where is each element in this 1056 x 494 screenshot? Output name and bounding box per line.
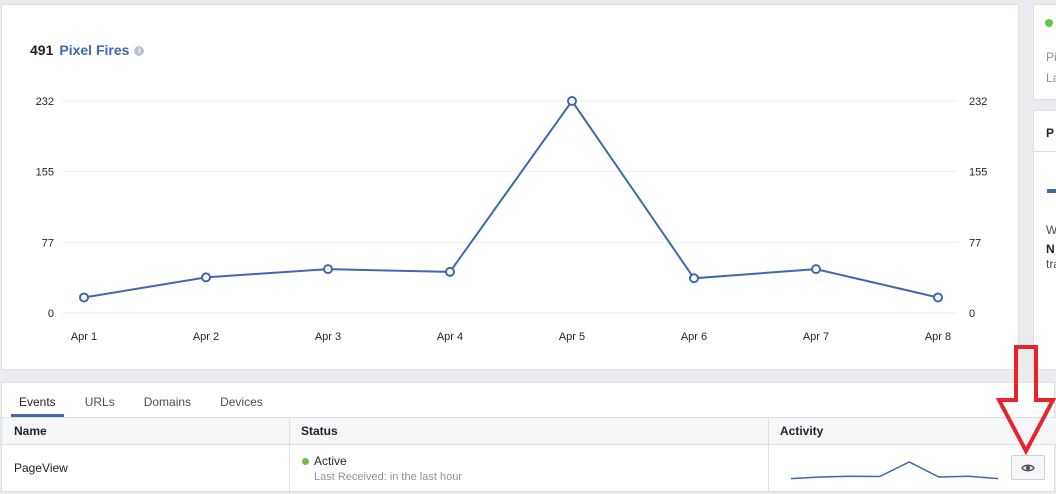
table-header: Name Status Activity: [2, 417, 1056, 445]
side-panel-line-3: tra: [1046, 257, 1056, 271]
tab-devices[interactable]: Devices: [220, 395, 263, 409]
pixel-fires-label[interactable]: Pixel Fires: [59, 42, 130, 58]
x-tick-label: Apr 4: [437, 331, 463, 343]
y-tick-label-left: 155: [36, 166, 54, 178]
data-point: [567, 96, 577, 106]
data-point: [689, 273, 699, 284]
table-row[interactable]: PageView Active Last Received: in the la…: [2, 445, 1056, 491]
red-down-arrow-icon: [996, 345, 1056, 455]
x-tick-label: Apr 2: [193, 331, 219, 343]
y-tick-label-right: 0: [969, 308, 975, 320]
data-point: [811, 264, 821, 275]
y-tick-label-left: 232: [36, 96, 54, 108]
data-point: [323, 264, 333, 275]
data-point: [201, 272, 211, 283]
column-header-name[interactable]: Name: [14, 424, 47, 438]
activity-sparkline: [790, 461, 999, 480]
event-status: Active Last Received: in the last hour: [302, 454, 462, 483]
status-panel-line-2: La: [1046, 71, 1056, 85]
x-tick-label: Apr 3: [315, 331, 341, 343]
pixel-fires-header: 491 Pixel Fires i: [30, 42, 145, 58]
data-point: [445, 266, 455, 277]
side-panel-line-1: W: [1046, 223, 1056, 237]
events-table-panel: Events URLs Domains Devices Name Status …: [1, 382, 1056, 493]
data-point: [933, 292, 943, 303]
data-point: [79, 292, 89, 303]
tab-domains[interactable]: Domains: [143, 395, 192, 409]
column-divider: [768, 417, 769, 493]
column-header-status[interactable]: Status: [301, 424, 338, 438]
side-info-panel: P W N tra: [1033, 110, 1056, 370]
event-name: PageView: [14, 461, 68, 475]
side-panel-progress-bar: [1047, 189, 1056, 193]
tab-urls[interactable]: URLs: [84, 395, 115, 409]
column-divider: [289, 417, 290, 493]
view-details-button[interactable]: [1011, 455, 1045, 480]
pixel-fires-series-line: [83, 99, 939, 299]
pixel-fires-count: 491: [30, 42, 54, 58]
pixel-fires-chart-panel: 0 0 77 77 155 155 232 232 Apr 1 Apr 2 Apr 3 Apr 4 Ap…: [1, 4, 1019, 370]
status-text: Active: [314, 454, 347, 468]
side-panel-title: P: [1046, 126, 1055, 140]
activity-sparkline-line: [790, 461, 999, 480]
side-panel-divider: [1034, 151, 1056, 152]
y-tick-label-right: 77: [969, 238, 981, 250]
y-tick-label-left: 0: [48, 308, 54, 320]
column-header-activity[interactable]: Activity: [780, 424, 824, 438]
pixel-status-panel: Pi La: [1033, 4, 1056, 100]
x-tick-label: Apr 8: [925, 331, 951, 343]
info-icon[interactable]: i: [134, 45, 145, 56]
x-tick-label: Apr 6: [681, 331, 707, 343]
active-status-dot-icon: [302, 457, 309, 465]
eye-icon: [1021, 464, 1035, 471]
table-tabs: Events URLs Domains Devices: [11, 383, 284, 417]
x-tick-label: Apr 7: [803, 331, 829, 343]
status-dot-icon: [1045, 19, 1053, 27]
side-panel-line-2: N: [1046, 242, 1055, 256]
pixel-fires-chart: 0 0 77 77 155 155 232 232 Apr 1 Apr 2 Apr 3 Apr 4 Ap…: [36, 96, 987, 343]
tab-events[interactable]: Events: [11, 383, 64, 417]
last-received-text: Last Received: in the last hour: [314, 471, 462, 483]
x-tick-label: Apr 1: [71, 331, 97, 343]
y-tick-label-right: 155: [969, 166, 987, 178]
y-tick-label-right: 232: [969, 96, 987, 108]
x-tick-label: Apr 5: [559, 331, 585, 343]
status-panel-line-1: Pi: [1046, 50, 1056, 64]
y-tick-label-left: 77: [42, 238, 54, 250]
